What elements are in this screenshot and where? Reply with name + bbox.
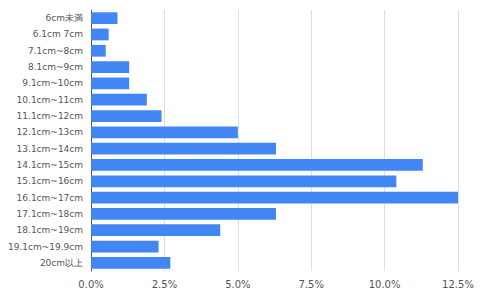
svg-text:9.1cm~10cm: 9.1cm~10cm — [22, 78, 83, 88]
svg-text:10.0%: 10.0% — [369, 279, 401, 290]
svg-text:2.5%: 2.5% — [152, 279, 177, 290]
svg-text:0.0%: 0.0% — [78, 279, 103, 290]
svg-text:5.0%: 5.0% — [225, 279, 250, 290]
svg-text:18.1cm~19cm: 18.1cm~19cm — [17, 225, 83, 235]
svg-text:6.1cm 7cm: 6.1cm 7cm — [33, 29, 83, 39]
svg-text:6cm未満: 6cm未満 — [46, 13, 83, 23]
svg-text:19.1cm~19.9cm: 19.1cm~19.9cm — [8, 242, 83, 252]
svg-text:13.1cm~14cm: 13.1cm~14cm — [17, 144, 83, 154]
svg-text:7.1cm~8cm: 7.1cm~8cm — [28, 46, 83, 56]
svg-text:12.1cm~13cm: 12.1cm~13cm — [17, 127, 83, 137]
svg-text:16.1cm~17cm: 16.1cm~17cm — [17, 193, 83, 203]
svg-text:11.1cm~12cm: 11.1cm~12cm — [17, 111, 83, 121]
svg-text:14.1cm~15cm: 14.1cm~15cm — [17, 160, 83, 170]
svg-text:7.5%: 7.5% — [299, 279, 324, 290]
svg-text:12.5%: 12.5% — [442, 279, 474, 290]
svg-text:17.1cm~18cm: 17.1cm~18cm — [17, 209, 83, 219]
svg-text:10.1cm~11cm: 10.1cm~11cm — [17, 95, 83, 105]
svg-text:20cm以上: 20cm以上 — [40, 258, 83, 268]
svg-text:15.1cm~16cm: 15.1cm~16cm — [17, 176, 83, 186]
svg-text:8.1cm~9cm: 8.1cm~9cm — [28, 62, 83, 72]
